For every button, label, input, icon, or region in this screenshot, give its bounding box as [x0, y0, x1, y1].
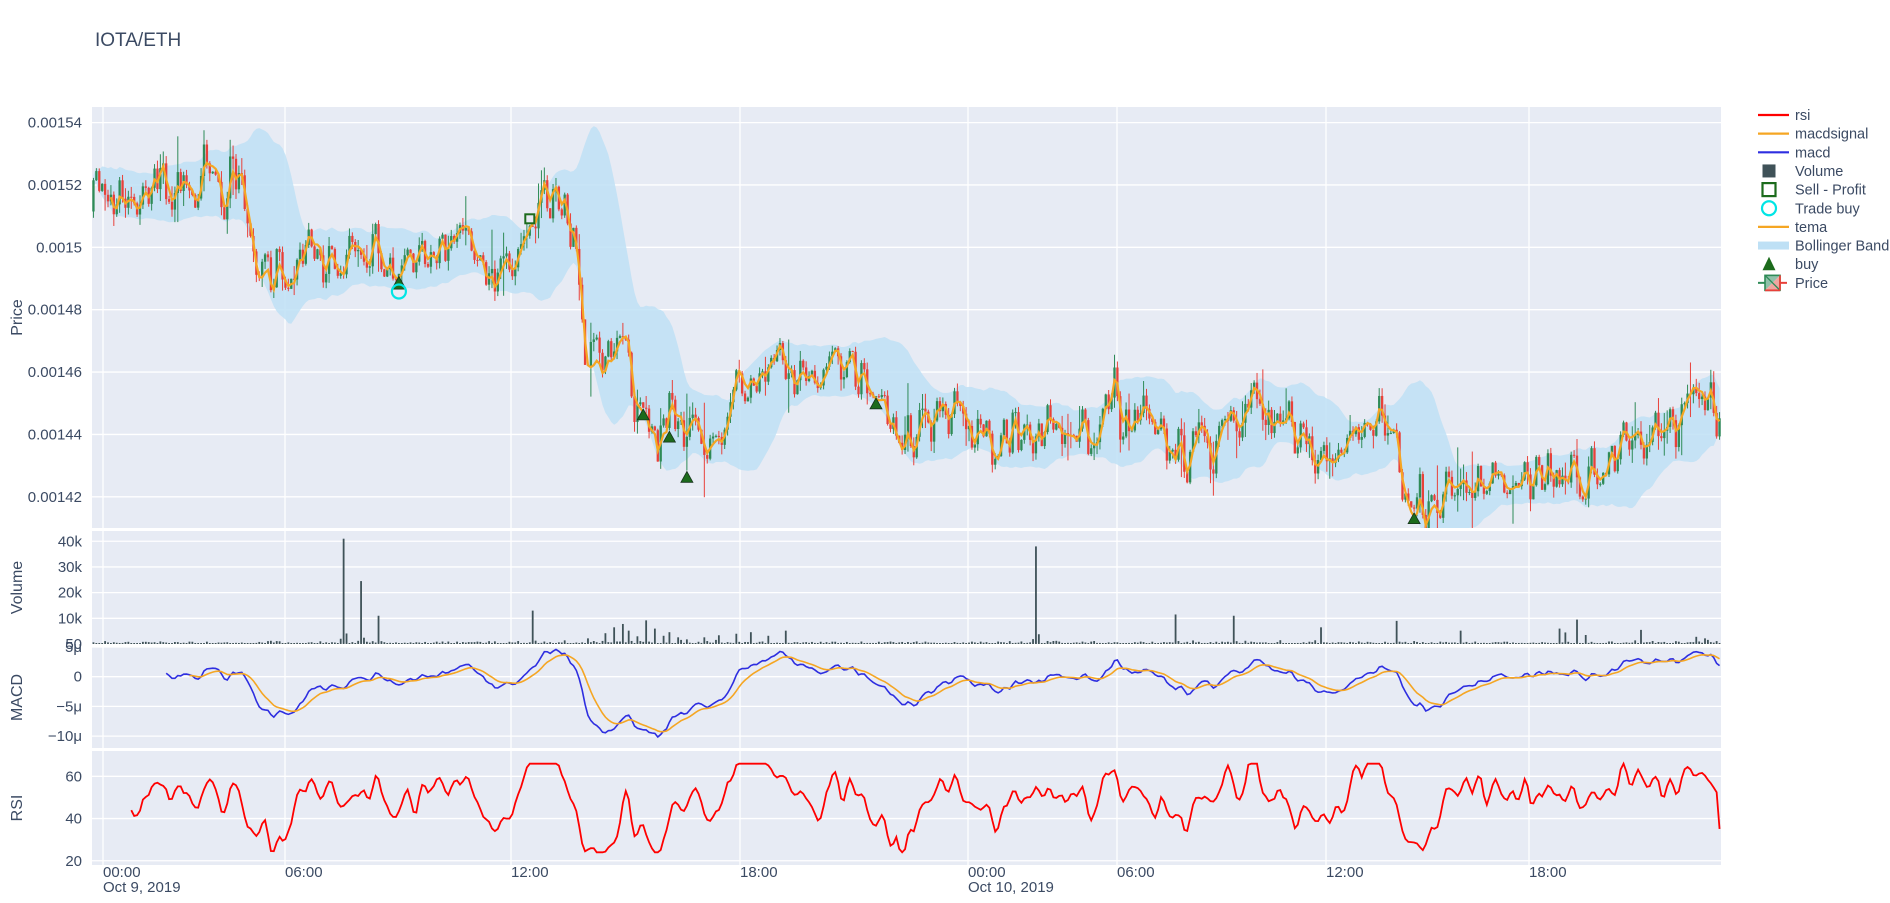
- svg-text:06:00: 06:00: [1117, 864, 1155, 881]
- svg-text:RSI: RSI: [9, 795, 26, 822]
- svg-text:40: 40: [65, 811, 82, 828]
- svg-text:0.00144: 0.00144: [28, 426, 82, 443]
- svg-text:0.00152: 0.00152: [28, 177, 82, 194]
- svg-text:tema: tema: [1795, 220, 1828, 236]
- svg-text:0: 0: [74, 669, 82, 686]
- svg-text:Volume: Volume: [9, 561, 26, 614]
- svg-text:0.00154: 0.00154: [28, 115, 82, 132]
- svg-text:30k: 30k: [58, 559, 83, 576]
- svg-text:20k: 20k: [58, 585, 83, 602]
- svg-text:10k: 10k: [58, 610, 83, 627]
- svg-text:Price: Price: [9, 299, 26, 336]
- svg-text:rsi: rsi: [1795, 108, 1810, 124]
- svg-text:12:00: 12:00: [511, 864, 549, 881]
- svg-text:40k: 40k: [58, 533, 83, 550]
- svg-text:18:00: 18:00: [740, 864, 778, 881]
- svg-text:MACD: MACD: [9, 674, 26, 721]
- svg-text:0.0015: 0.0015: [36, 239, 82, 256]
- svg-text:06:00: 06:00: [285, 864, 323, 881]
- svg-text:Volume: Volume: [1795, 164, 1843, 180]
- svg-text:12:00: 12:00: [1326, 864, 1364, 881]
- svg-text:−10μ: −10μ: [48, 728, 82, 745]
- svg-text:Sell - Profit: Sell - Profit: [1795, 183, 1866, 199]
- svg-text:−5μ: −5μ: [56, 698, 82, 715]
- svg-text:Price: Price: [1795, 276, 1828, 292]
- svg-text:0.00146: 0.00146: [28, 364, 82, 381]
- svg-text:macdsignal: macdsignal: [1795, 127, 1868, 143]
- svg-text:5μ: 5μ: [65, 639, 82, 656]
- svg-text:Oct 10, 2019: Oct 10, 2019: [968, 879, 1054, 896]
- svg-text:Trade buy: Trade buy: [1795, 201, 1860, 217]
- svg-text:18:00: 18:00: [1529, 864, 1567, 881]
- svg-text:0.00142: 0.00142: [28, 489, 82, 506]
- svg-text:macd: macd: [1795, 145, 1830, 161]
- svg-text:60: 60: [65, 768, 82, 785]
- svg-text:Oct 9, 2019: Oct 9, 2019: [103, 879, 181, 896]
- svg-text:Bollinger Band: Bollinger Band: [1795, 239, 1889, 255]
- svg-text:buy: buy: [1795, 257, 1819, 273]
- svg-text:20: 20: [65, 853, 82, 870]
- svg-text:0.00148: 0.00148: [28, 302, 82, 319]
